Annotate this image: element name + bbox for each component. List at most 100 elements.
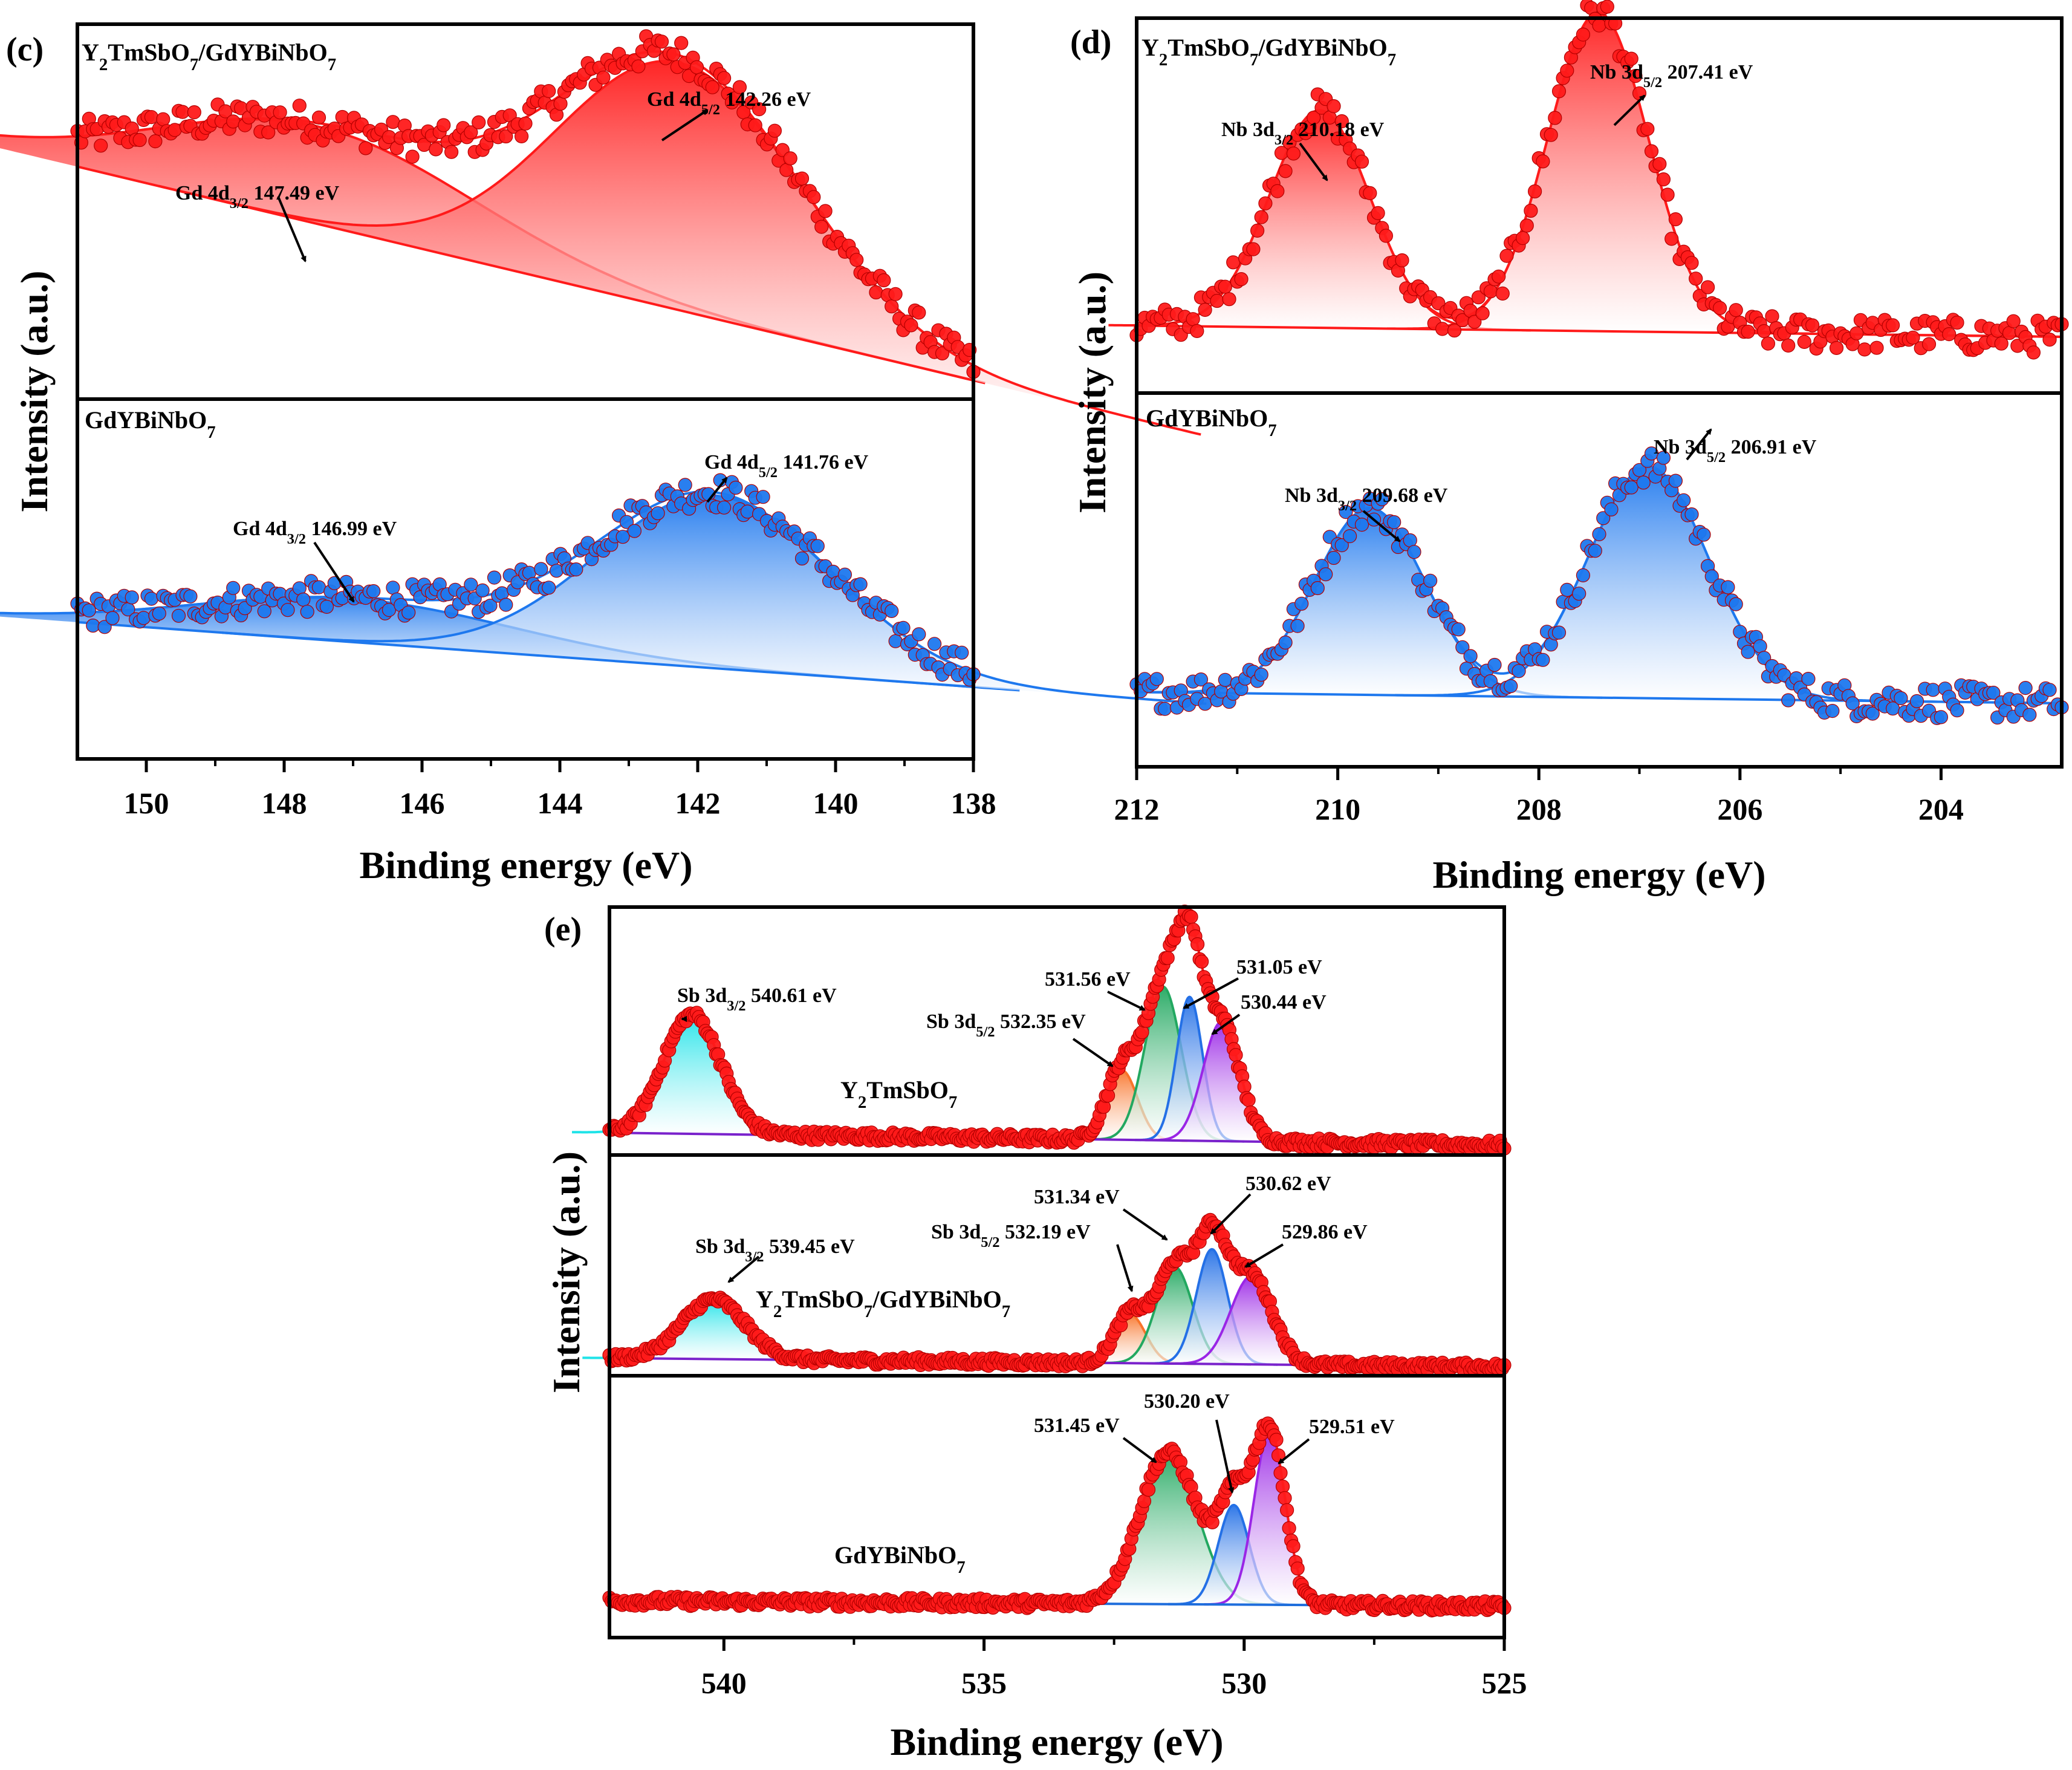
data-point: [1273, 1466, 1288, 1480]
data-point: [1684, 256, 1699, 270]
data-point: [1865, 706, 1880, 721]
plot-frame: [608, 905, 1506, 1639]
data-point: [1354, 154, 1369, 169]
data-point: [1704, 569, 1719, 584]
x-tick-label: 540: [701, 1666, 747, 1700]
data-point: [296, 592, 311, 607]
data-point: [1660, 187, 1675, 202]
y-axis-title: Intensity (a.u.): [1071, 272, 1114, 513]
data-point: [1184, 909, 1198, 924]
data-point: [1548, 111, 1562, 125]
data-point: [82, 603, 96, 618]
sample-name: Y2TmSbO7: [840, 1076, 957, 1112]
data-point: [1729, 597, 1743, 611]
peak-label: Nb 3d5/2 206.91 eV: [1654, 436, 1817, 466]
data-point: [1576, 568, 1590, 583]
data-point: [2022, 708, 2037, 722]
data-point: [1190, 324, 1204, 339]
data-point: [156, 112, 171, 126]
sample-name: GdYBiNbO7: [834, 1541, 966, 1577]
x-tick-label: 206: [1717, 792, 1762, 826]
data-point: [1395, 253, 1409, 268]
peak-arrow: [277, 196, 307, 262]
data-point: [148, 134, 163, 149]
data-point: [716, 71, 732, 85]
data-point: [1701, 280, 1715, 294]
data-point: [1205, 1515, 1219, 1529]
data-point: [1343, 529, 1357, 544]
data-point: [1290, 1561, 1305, 1576]
x-axis-title: Binding energy (eV): [1432, 853, 1765, 896]
data-point: [2018, 680, 2033, 695]
data-point: [853, 577, 868, 591]
data-point: [1504, 678, 1518, 694]
stack-c-0: Y2TmSbO7/GdYBiNbO7 Gd 4d3/2 147.49 eV Gd 4…: [0, 29, 1201, 436]
data-point: [1218, 672, 1232, 687]
baseline: [77, 620, 974, 688]
data-point: [1270, 184, 1285, 198]
data-point: [896, 620, 911, 635]
data-point: [1781, 338, 1796, 353]
data-point: [136, 611, 151, 625]
data-point: [1519, 218, 1534, 233]
peak-label: Nb 3d3/2 210.18 eV: [1221, 119, 1385, 148]
x-tick-label: 212: [1114, 792, 1160, 826]
data-point: [1280, 1503, 1294, 1517]
peak-arrow: [1613, 94, 1646, 126]
data-point: [1656, 172, 1671, 187]
data-point: [2042, 332, 2057, 347]
sample-name: GdYBiNbO7: [85, 406, 216, 442]
data-point: [187, 105, 201, 120]
peak-fill: [1395, 466, 1902, 701]
data-point: [1435, 322, 1450, 336]
data-point: [1986, 685, 2001, 700]
data-point: [1850, 326, 1864, 340]
data-point: [1160, 951, 1175, 965]
data-point: [752, 102, 767, 117]
data-point: [1294, 596, 1309, 611]
data-point: [401, 605, 416, 620]
data-point: [740, 504, 755, 519]
peak-label: Sb 3d5/2 532.19 eV: [931, 1221, 1091, 1251]
data-point: [1757, 324, 1772, 339]
data-point: [132, 132, 147, 148]
data-point: [885, 604, 899, 619]
data-point: [654, 34, 669, 49]
data-point: [1801, 671, 1816, 686]
data-point: [1656, 451, 1671, 465]
data-point: [1375, 492, 1389, 507]
data-point: [472, 115, 486, 129]
data-point: [1909, 694, 1924, 709]
data-point: [175, 105, 190, 119]
peak-label: 531.34 eV: [1034, 1186, 1120, 1208]
data-point: [464, 125, 478, 140]
data-point: [1246, 242, 1261, 256]
peak-fill: [1168, 1505, 1299, 1606]
panel-d: Y2TmSbO7/GdYBiNbO7 Nb 3d3/2 210.18 eV Nb 3…: [1070, 0, 2069, 896]
peak-fill: [1056, 1070, 1187, 1141]
data-point: [1765, 309, 1779, 324]
data-point: [1379, 229, 1393, 243]
data-point: [86, 618, 100, 633]
data-point: [814, 220, 829, 234]
data-point: [678, 478, 692, 492]
peak-label: Nb 3d3/2 209.68 eV: [1285, 484, 1448, 514]
data-point: [756, 490, 770, 504]
data-point: [1729, 303, 1743, 317]
stack-e-2: GdYBiNbO7 531.45 eV 530.20 eV 529.51 eV: [602, 1390, 1512, 1618]
peak-fill: [1098, 1266, 1251, 1365]
data-point: [1697, 527, 1711, 542]
data-point: [1141, 1482, 1156, 1497]
peak-fill: [1164, 1276, 1339, 1365]
data-point: [1572, 587, 1586, 601]
data-point: [1857, 342, 1872, 357]
stack-e-1: Y2TmSbO7/GdYBiNbO7 Sb 3d3/2 539.45 eV Sb 3…: [582, 1173, 1512, 1378]
data-point: [1282, 1521, 1296, 1535]
peak-arrow: [1215, 1419, 1235, 1494]
x-tick-label: 144: [537, 786, 583, 820]
data-point: [542, 581, 556, 595]
data-point: [1483, 674, 1498, 689]
data-point: [1407, 545, 1421, 559]
stack-d-0: Y2TmSbO7/GdYBiNbO7 Nb 3d3/2 210.18 eV Nb 3…: [1108, 0, 2069, 360]
data-point: [927, 637, 942, 651]
